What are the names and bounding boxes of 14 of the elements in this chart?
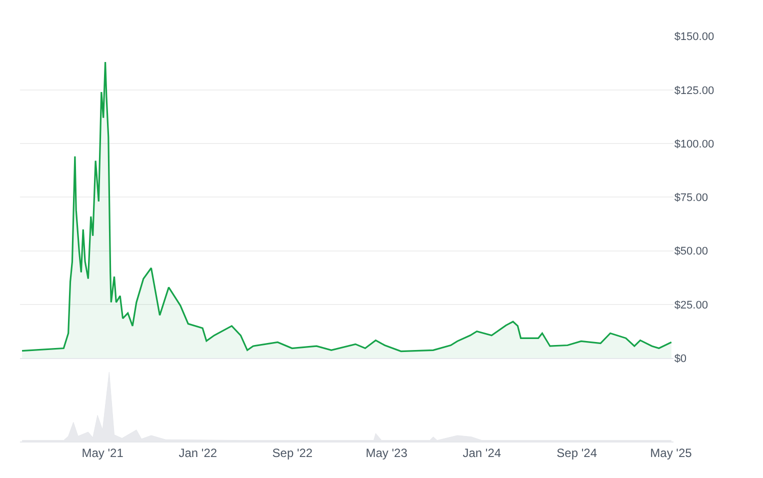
x-tick-label: Jan '24 [462, 446, 502, 460]
x-tick-label: May '25 [650, 446, 692, 460]
x-tick-label: Sep '22 [272, 446, 313, 460]
x-tick-label: Sep '24 [556, 446, 598, 460]
y-tick-label: $50.00 [674, 246, 708, 258]
y-tick-label: $25.00 [674, 299, 708, 312]
x-tick-label: May '23 [366, 446, 408, 460]
y-tick-label: $0 [674, 352, 687, 365]
x-tick-label: Jan '22 [178, 446, 218, 460]
y-tick-label: $150.00 [674, 31, 714, 44]
y-tick-label: $125.00 [674, 84, 714, 97]
x-tick-label: May '21 [82, 446, 124, 460]
y-tick-label: $75.00 [674, 192, 708, 204]
y-tick-label: $100.00 [674, 138, 714, 150]
